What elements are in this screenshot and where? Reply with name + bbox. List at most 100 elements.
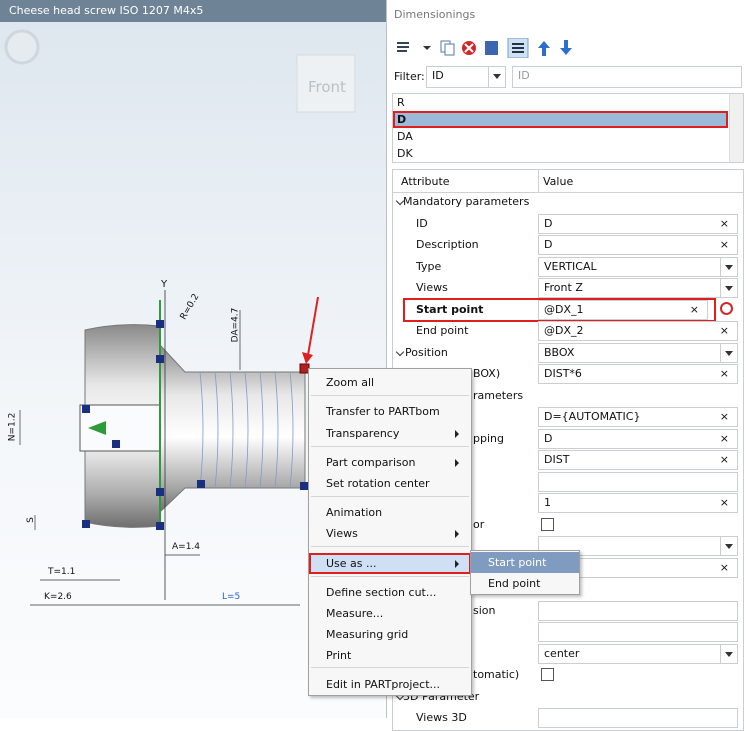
list-item[interactable]: D xyxy=(393,111,728,128)
value-field[interactable]: @DX_1 × xyxy=(538,299,708,320)
tool-down[interactable] xyxy=(560,40,572,55)
submenu-arrow xyxy=(455,560,463,568)
tool-list[interactable] xyxy=(507,38,529,58)
dropdown-button[interactable] xyxy=(720,537,737,555)
menu-item[interactable]: Transfer to PARTbom xyxy=(326,405,440,418)
list-item[interactable]: R xyxy=(397,96,405,109)
viewport: Cheese head screw ISO 1207 M4x5 Front Y … xyxy=(0,0,386,718)
value-text: @DX_2 xyxy=(544,324,584,337)
dropdown-button[interactable] xyxy=(720,257,737,276)
drawing xyxy=(4,29,356,606)
axis-arrow xyxy=(88,421,106,435)
menu-separator xyxy=(311,446,469,447)
clear-button[interactable]: × xyxy=(719,410,729,423)
value-field[interactable]: D={AUTOMATIC} × xyxy=(538,407,738,427)
attribute-label: pping xyxy=(473,431,504,445)
clear-button[interactable]: × xyxy=(719,238,729,251)
handles xyxy=(82,320,308,530)
attribute-label: ID xyxy=(416,216,428,230)
value-field[interactable]: D × xyxy=(538,235,738,255)
value-field[interactable]: DIST*6 × xyxy=(538,364,738,384)
dim-label: A=1.4 xyxy=(172,542,201,552)
list-item[interactable]: DK xyxy=(397,147,413,160)
viewport-title: Cheese head screw ISO 1207 M4x5 xyxy=(0,0,386,22)
value-field[interactable]: center xyxy=(538,643,738,664)
checkbox[interactable] xyxy=(541,517,554,531)
value-text: DIST xyxy=(544,453,570,466)
clear-button[interactable]: × xyxy=(719,367,729,380)
dimension-lines xyxy=(19,310,300,606)
value-field[interactable] xyxy=(538,600,738,621)
value-field[interactable] xyxy=(538,622,738,642)
tool-add[interactable] xyxy=(397,42,431,52)
value-field[interactable]: VERTICAL xyxy=(538,256,738,277)
table-header xyxy=(393,170,743,193)
value-field[interactable] xyxy=(538,471,738,492)
menu-item[interactable]: Transparency xyxy=(309,423,471,444)
value-field[interactable]: D × xyxy=(538,428,738,449)
menu-item[interactable]: Edit in PARTproject... xyxy=(326,678,441,691)
submenu: Start point End point xyxy=(470,550,580,595)
callout-arrowhead xyxy=(302,352,313,364)
list-item[interactable]: DA xyxy=(397,130,413,143)
value-field[interactable]: @DX_2 × xyxy=(538,321,738,341)
dropdown-button[interactable] xyxy=(720,343,737,362)
highlight-frame xyxy=(403,297,716,322)
expander[interactable] xyxy=(395,347,405,356)
value-field[interactable] xyxy=(538,708,738,728)
menu-item[interactable]: Zoom all xyxy=(326,376,375,389)
clear-button[interactable]: × xyxy=(719,324,729,337)
value-field[interactable]: 1 × xyxy=(538,493,738,513)
value-field[interactable]: DIST × xyxy=(538,450,738,470)
menu-item[interactable]: Animation xyxy=(326,506,383,519)
attribute-label: sion xyxy=(473,603,496,617)
menu-item[interactable]: Start point xyxy=(471,552,579,573)
menu-item[interactable]: Views xyxy=(309,523,471,544)
menu-item[interactable]: Set rotation center xyxy=(326,477,430,490)
value-field[interactable]: BBOX xyxy=(538,342,738,363)
clear-button[interactable]: × xyxy=(689,302,699,316)
tool-copy[interactable] xyxy=(440,40,455,56)
value-field[interactable]: Front Z xyxy=(538,278,738,298)
tool-delete[interactable] xyxy=(462,41,476,55)
submenu-arrow xyxy=(455,530,463,538)
clear-button[interactable]: × xyxy=(719,431,729,445)
menu-separator xyxy=(311,576,469,577)
dim-label: L=5 xyxy=(222,592,241,602)
dropdown-button[interactable] xyxy=(720,279,737,297)
menu-item[interactable]: Part comparison xyxy=(309,452,471,473)
menu-item[interactable]: End point xyxy=(488,577,541,590)
clear-button[interactable]: × xyxy=(719,496,729,509)
clear-button[interactable]: × xyxy=(719,560,729,574)
attribute-label: BOX) xyxy=(473,367,501,380)
checkbox[interactable] xyxy=(541,668,554,681)
value-field[interactable]: × xyxy=(538,557,738,578)
filter-select[interactable]: ID xyxy=(426,66,506,88)
attribute-label: Mandatory parameters xyxy=(403,195,530,208)
dim-label: N=1.2 xyxy=(7,412,18,442)
value-text: DIST*6 xyxy=(544,367,582,380)
clear-button[interactable]: × xyxy=(719,216,729,230)
value-field[interactable]: D × xyxy=(538,213,738,234)
menu-item[interactable]: Measuring grid xyxy=(326,628,409,641)
column-divider xyxy=(538,170,539,192)
navigation-icon[interactable] xyxy=(4,29,40,65)
menu-item[interactable]: Measure... xyxy=(326,607,384,620)
dropdown-button[interactable] xyxy=(720,644,737,663)
scrollbar xyxy=(729,94,743,162)
context-menu: Zoom all Transfer to PARTbom Transparency P… xyxy=(308,368,472,696)
menu-separator xyxy=(311,546,469,547)
column-header: Attribute xyxy=(401,175,450,188)
value-text: D xyxy=(544,216,553,230)
filter-input[interactable]: ID xyxy=(512,66,742,88)
value-field[interactable] xyxy=(538,536,738,556)
tool-up[interactable] xyxy=(538,41,550,56)
clear-button[interactable]: × xyxy=(719,453,729,466)
menu-item[interactable]: Define section cut... xyxy=(326,586,437,599)
view-cube[interactable] xyxy=(296,54,356,113)
tool-save[interactable] xyxy=(485,41,498,55)
reset-icon[interactable] xyxy=(720,301,733,315)
menu-item[interactable]: Print xyxy=(326,649,352,662)
menu-item[interactable]: Use as ... xyxy=(309,553,471,574)
